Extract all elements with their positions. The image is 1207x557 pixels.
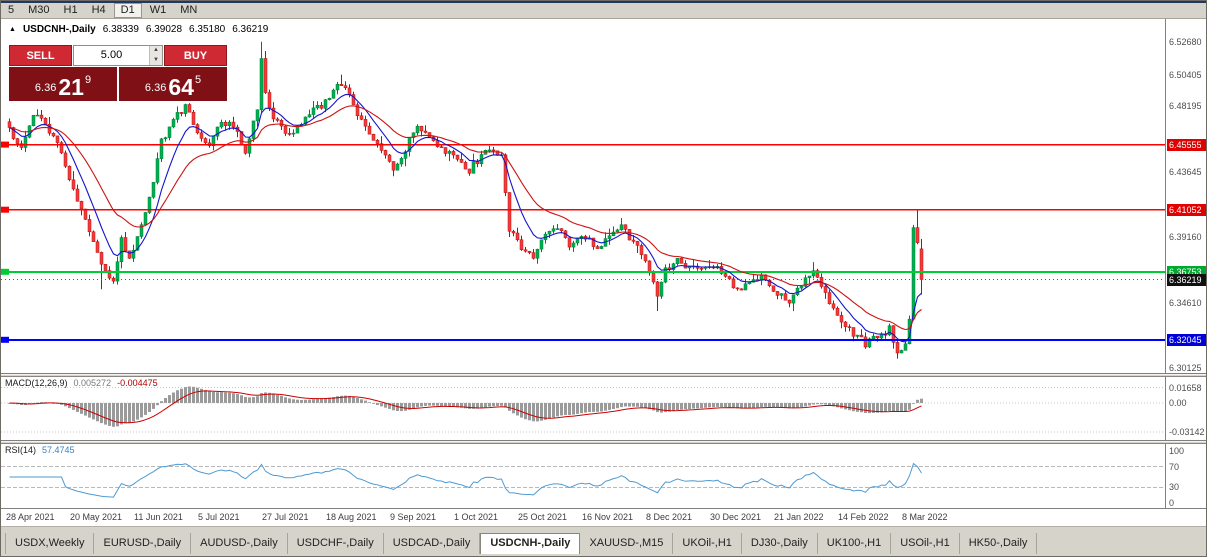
- rsi-axis-100: 100: [1169, 446, 1185, 456]
- macd-main-value: 0.005272: [73, 378, 112, 388]
- date-label-6: 9 Sep 2021: [390, 512, 437, 522]
- volume-down-arrow-icon[interactable]: ▼: [150, 55, 162, 65]
- date-label-9: 16 Nov 2021: [582, 512, 634, 522]
- price-tick-6.39160: 6.39160: [1169, 232, 1202, 243]
- price-tag-6.36219: 6.36219: [1167, 273, 1206, 286]
- rsi-value: 57.4745: [42, 445, 75, 455]
- macd-chart-canvas[interactable]: [1, 377, 1165, 440]
- price-pane: 6.52680 6.50405 6.48195 6.43645 6.39160 6.346…: [1, 19, 1206, 374]
- rsi-label-row: RSI(14) 57.4745: [5, 445, 75, 455]
- macd-label-row: MACD(12,26,9) 0.005272 -0.004475: [5, 378, 158, 388]
- ohlc-close: 6.36219: [232, 24, 269, 35]
- date-label-10: 8 Dec 2021: [646, 512, 693, 522]
- chart-tab-usdcnh-daily[interactable]: USDCNH-,Daily: [480, 533, 581, 554]
- buy-price-display[interactable]: 6.36 64 5: [119, 67, 227, 101]
- chart-tab-eurusd-daily[interactable]: EURUSD-,Daily: [94, 533, 192, 554]
- sell-price-sup: 9: [84, 74, 92, 86]
- buy-price-big: 64: [168, 74, 194, 100]
- date-label-2: 11 Jun 2021: [134, 512, 183, 522]
- chart-tab-usdcad-daily[interactable]: USDCAD-,Daily: [384, 533, 481, 554]
- chart-title: ▲ USDCNH-,Daily 6.38339 6.39028 6.35180 …: [9, 24, 268, 35]
- price-tick-6.50405: 6.50405: [1169, 69, 1202, 80]
- chart-tab-xauusd-m15[interactable]: XAUUSD-,M15: [580, 533, 674, 554]
- macd-axis-0.01658: 0.01658: [1169, 382, 1202, 393]
- timeframe-button-w1[interactable]: W1: [149, 4, 167, 16]
- price-chart-canvas[interactable]: [1, 19, 1165, 373]
- macd-signal-value: -0.004475: [117, 378, 158, 388]
- price-axis[interactable]: 6.52680 6.50405 6.48195 6.43645 6.39160 6.346…: [1165, 19, 1206, 373]
- price-tag-6.32045: 6.32045: [1167, 333, 1206, 346]
- timeframe-button-h1[interactable]: H1: [63, 4, 78, 16]
- rsi-axis: 100 70 30 0: [1165, 444, 1206, 508]
- chart-symbol-label: USDCNH-,Daily: [22, 24, 96, 35]
- chart-tab-hk50-daily[interactable]: HK50-,Daily: [960, 533, 1038, 554]
- buy-button[interactable]: BUY: [164, 45, 227, 66]
- rsi-indicator-name: RSI(14): [5, 445, 37, 455]
- chart-tab-uk100-h1[interactable]: UK100-,H1: [818, 533, 892, 554]
- chart-tab-usoil-h1[interactable]: USOil-,H1: [891, 533, 960, 554]
- date-label-13: 14 Feb 2022: [838, 512, 889, 522]
- buy-price-sup: 5: [194, 74, 202, 86]
- date-label-11: 30 Dec 2021: [710, 512, 762, 522]
- sell-price-big: 21: [58, 74, 84, 100]
- volume-value: 5.00: [100, 49, 123, 61]
- timeframe-button-d1[interactable]: D1: [113, 3, 142, 18]
- price-tag-6.41052: 6.41052: [1167, 203, 1206, 216]
- volume-up-arrow-icon[interactable]: ▲: [150, 46, 162, 56]
- buy-price-prefix: 6.36: [144, 82, 167, 94]
- rsi-pane: 100 70 30 0 RSI(14) 57.4745: [1, 444, 1206, 509]
- chart-tab-audusd-daily[interactable]: AUDUSD-,Daily: [191, 533, 288, 554]
- timeframe-toolbar: 5 M30 H1 H4 D1 W1 MN: [1, 3, 1206, 19]
- date-label-14: 8 Mar 2022: [902, 512, 948, 522]
- ohlc-high: 6.39028: [145, 24, 183, 35]
- macd-pane: 0.01658 0.00 -0.03142 MACD(12,26,9) 0.0052…: [1, 377, 1206, 441]
- date-label-4: 27 Jul 2021: [262, 512, 309, 522]
- sell-button[interactable]: SELL: [9, 45, 72, 66]
- pane-splitter[interactable]: [1, 441, 1206, 444]
- ohlc-open: 6.38339: [102, 24, 139, 35]
- chart-tab-dj30-daily[interactable]: DJ30-,Daily: [742, 533, 818, 554]
- date-label-1: 20 May 2021: [70, 512, 123, 522]
- ohlc-low: 6.35180: [189, 24, 226, 35]
- chart-tab-ukoil-h1[interactable]: UKOil-,H1: [673, 533, 742, 554]
- volume-input[interactable]: 5.00 ▲ ▼: [73, 45, 163, 66]
- macd-axis: 0.01658 0.00 -0.03142: [1165, 377, 1206, 440]
- date-label-5: 18 Aug 2021: [326, 512, 377, 522]
- date-label-8: 25 Oct 2021: [518, 512, 568, 522]
- one-click-trading-panel: SELL 5.00 ▲ ▼ BUY 6.36 21 9 6.36: [9, 45, 227, 101]
- date-label-3: 5 Jul 2021: [198, 512, 240, 522]
- rsi-axis-30: 30: [1169, 482, 1180, 493]
- price-tick-6.30125: 6.30125: [1169, 362, 1202, 373]
- sell-price-prefix: 6.36: [34, 82, 57, 94]
- chart-tab-usdchf-daily[interactable]: USDCHF-,Daily: [288, 533, 384, 554]
- volume-spinner: ▲ ▼: [149, 46, 162, 65]
- timeframe-button-mn[interactable]: MN: [180, 4, 198, 16]
- window-top-edge: [1, 1, 1206, 3]
- pane-splitter[interactable]: [1, 374, 1206, 377]
- rsi-axis-0: 0: [1169, 498, 1175, 508]
- rsi-axis-70: 70: [1169, 461, 1180, 472]
- price-tick-6.34610: 6.34610: [1169, 297, 1202, 308]
- macd-axis--0.03142: -0.03142: [1169, 426, 1205, 437]
- timeframe-button-h4[interactable]: H4: [91, 4, 106, 16]
- sell-price-display[interactable]: 6.36 21 9: [9, 67, 117, 101]
- macd-axis-0.00: 0.00: [1169, 397, 1187, 408]
- date-label-7: 1 Oct 2021: [454, 512, 499, 522]
- price-up-arrow-icon: ▲: [9, 25, 16, 33]
- chart-tabs-bar: USDX,Weekly EURUSD-,Daily AUDUSD-,Daily USD…: [1, 527, 1206, 556]
- date-label-0: 28 Apr 2021: [6, 512, 55, 522]
- chart-tab-usdx-weekly[interactable]: USDX,Weekly: [5, 533, 95, 554]
- price-tick-6.43645: 6.43645: [1169, 167, 1202, 178]
- price-tag-6.45555: 6.45555: [1167, 138, 1206, 151]
- timeframe-button-m30[interactable]: M30: [28, 4, 50, 16]
- timeframe-button-5[interactable]: 5: [8, 4, 15, 16]
- time-axis[interactable]: 28 Apr 2021 20 May 2021 11 Jun 2021 5 Jul 2…: [1, 509, 1206, 527]
- price-tick-6.52680: 6.52680: [1169, 36, 1202, 47]
- rsi-chart-canvas[interactable]: [1, 444, 1165, 508]
- date-label-12: 21 Jan 2022: [774, 512, 824, 522]
- macd-indicator-name: MACD(12,26,9): [5, 378, 68, 388]
- price-tick-6.48195: 6.48195: [1169, 101, 1202, 112]
